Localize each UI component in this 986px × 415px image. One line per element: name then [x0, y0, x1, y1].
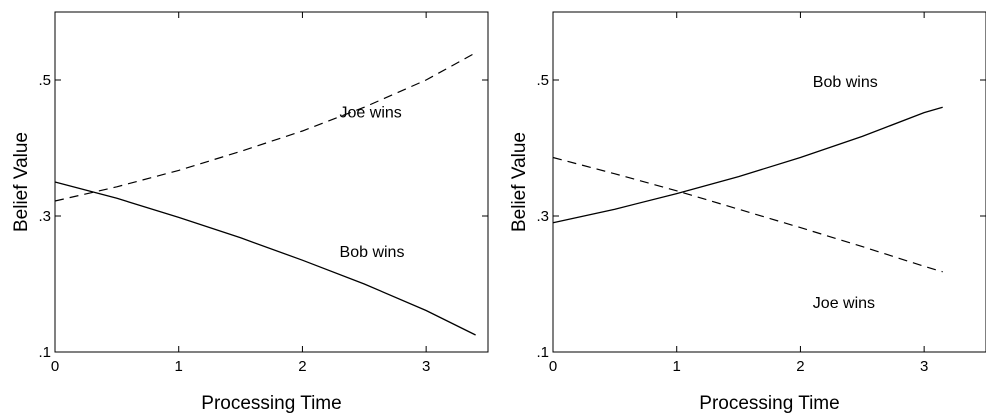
- y-tick-label: .1: [536, 344, 549, 361]
- y-tick-label: .3: [536, 208, 549, 225]
- series-annotation: Bob wins: [813, 74, 878, 91]
- x-tick-label: 3: [920, 358, 928, 375]
- plot-frame: [552, 11, 986, 353]
- x-tick-label: 2: [298, 358, 306, 375]
- x-tick-label: 3: [422, 358, 430, 375]
- series-line-bob-wins: [54, 181, 476, 336]
- x-axis-label: Processing Time: [699, 393, 839, 414]
- y-axis-label: Belief Value: [11, 132, 32, 232]
- x-tick-label: 1: [175, 358, 183, 375]
- series-annotation: Joe wins: [813, 295, 875, 312]
- series-line-joe-wins: [552, 156, 943, 273]
- y-tick-label: .3: [38, 208, 51, 225]
- series-annotation: Joe wins: [340, 104, 402, 121]
- plot-frame: [54, 11, 489, 353]
- x-tick-label: 0: [549, 358, 557, 375]
- x-tick-label: 2: [796, 358, 804, 375]
- series-line-joe-wins: [54, 52, 476, 202]
- series-annotation: Bob wins: [340, 244, 405, 261]
- y-tick-label: .5: [536, 72, 549, 89]
- y-axis-label: Belief Value: [509, 132, 530, 232]
- series-line-bob-wins: [552, 106, 943, 224]
- y-tick-label: .5: [38, 72, 51, 89]
- y-tick-label: .1: [38, 344, 51, 361]
- x-tick-label: 0: [51, 358, 59, 375]
- x-tick-label: 1: [673, 358, 681, 375]
- left-panel: 0 1 2 3 .1 .3 .5 Processing Time Belief Value Joe…: [11, 11, 489, 414]
- x-axis-label: Processing Time: [201, 393, 341, 414]
- right-panel: 0 1 2 3 .1 .3 .5 Processing Time Belief Value Bob…: [509, 11, 986, 414]
